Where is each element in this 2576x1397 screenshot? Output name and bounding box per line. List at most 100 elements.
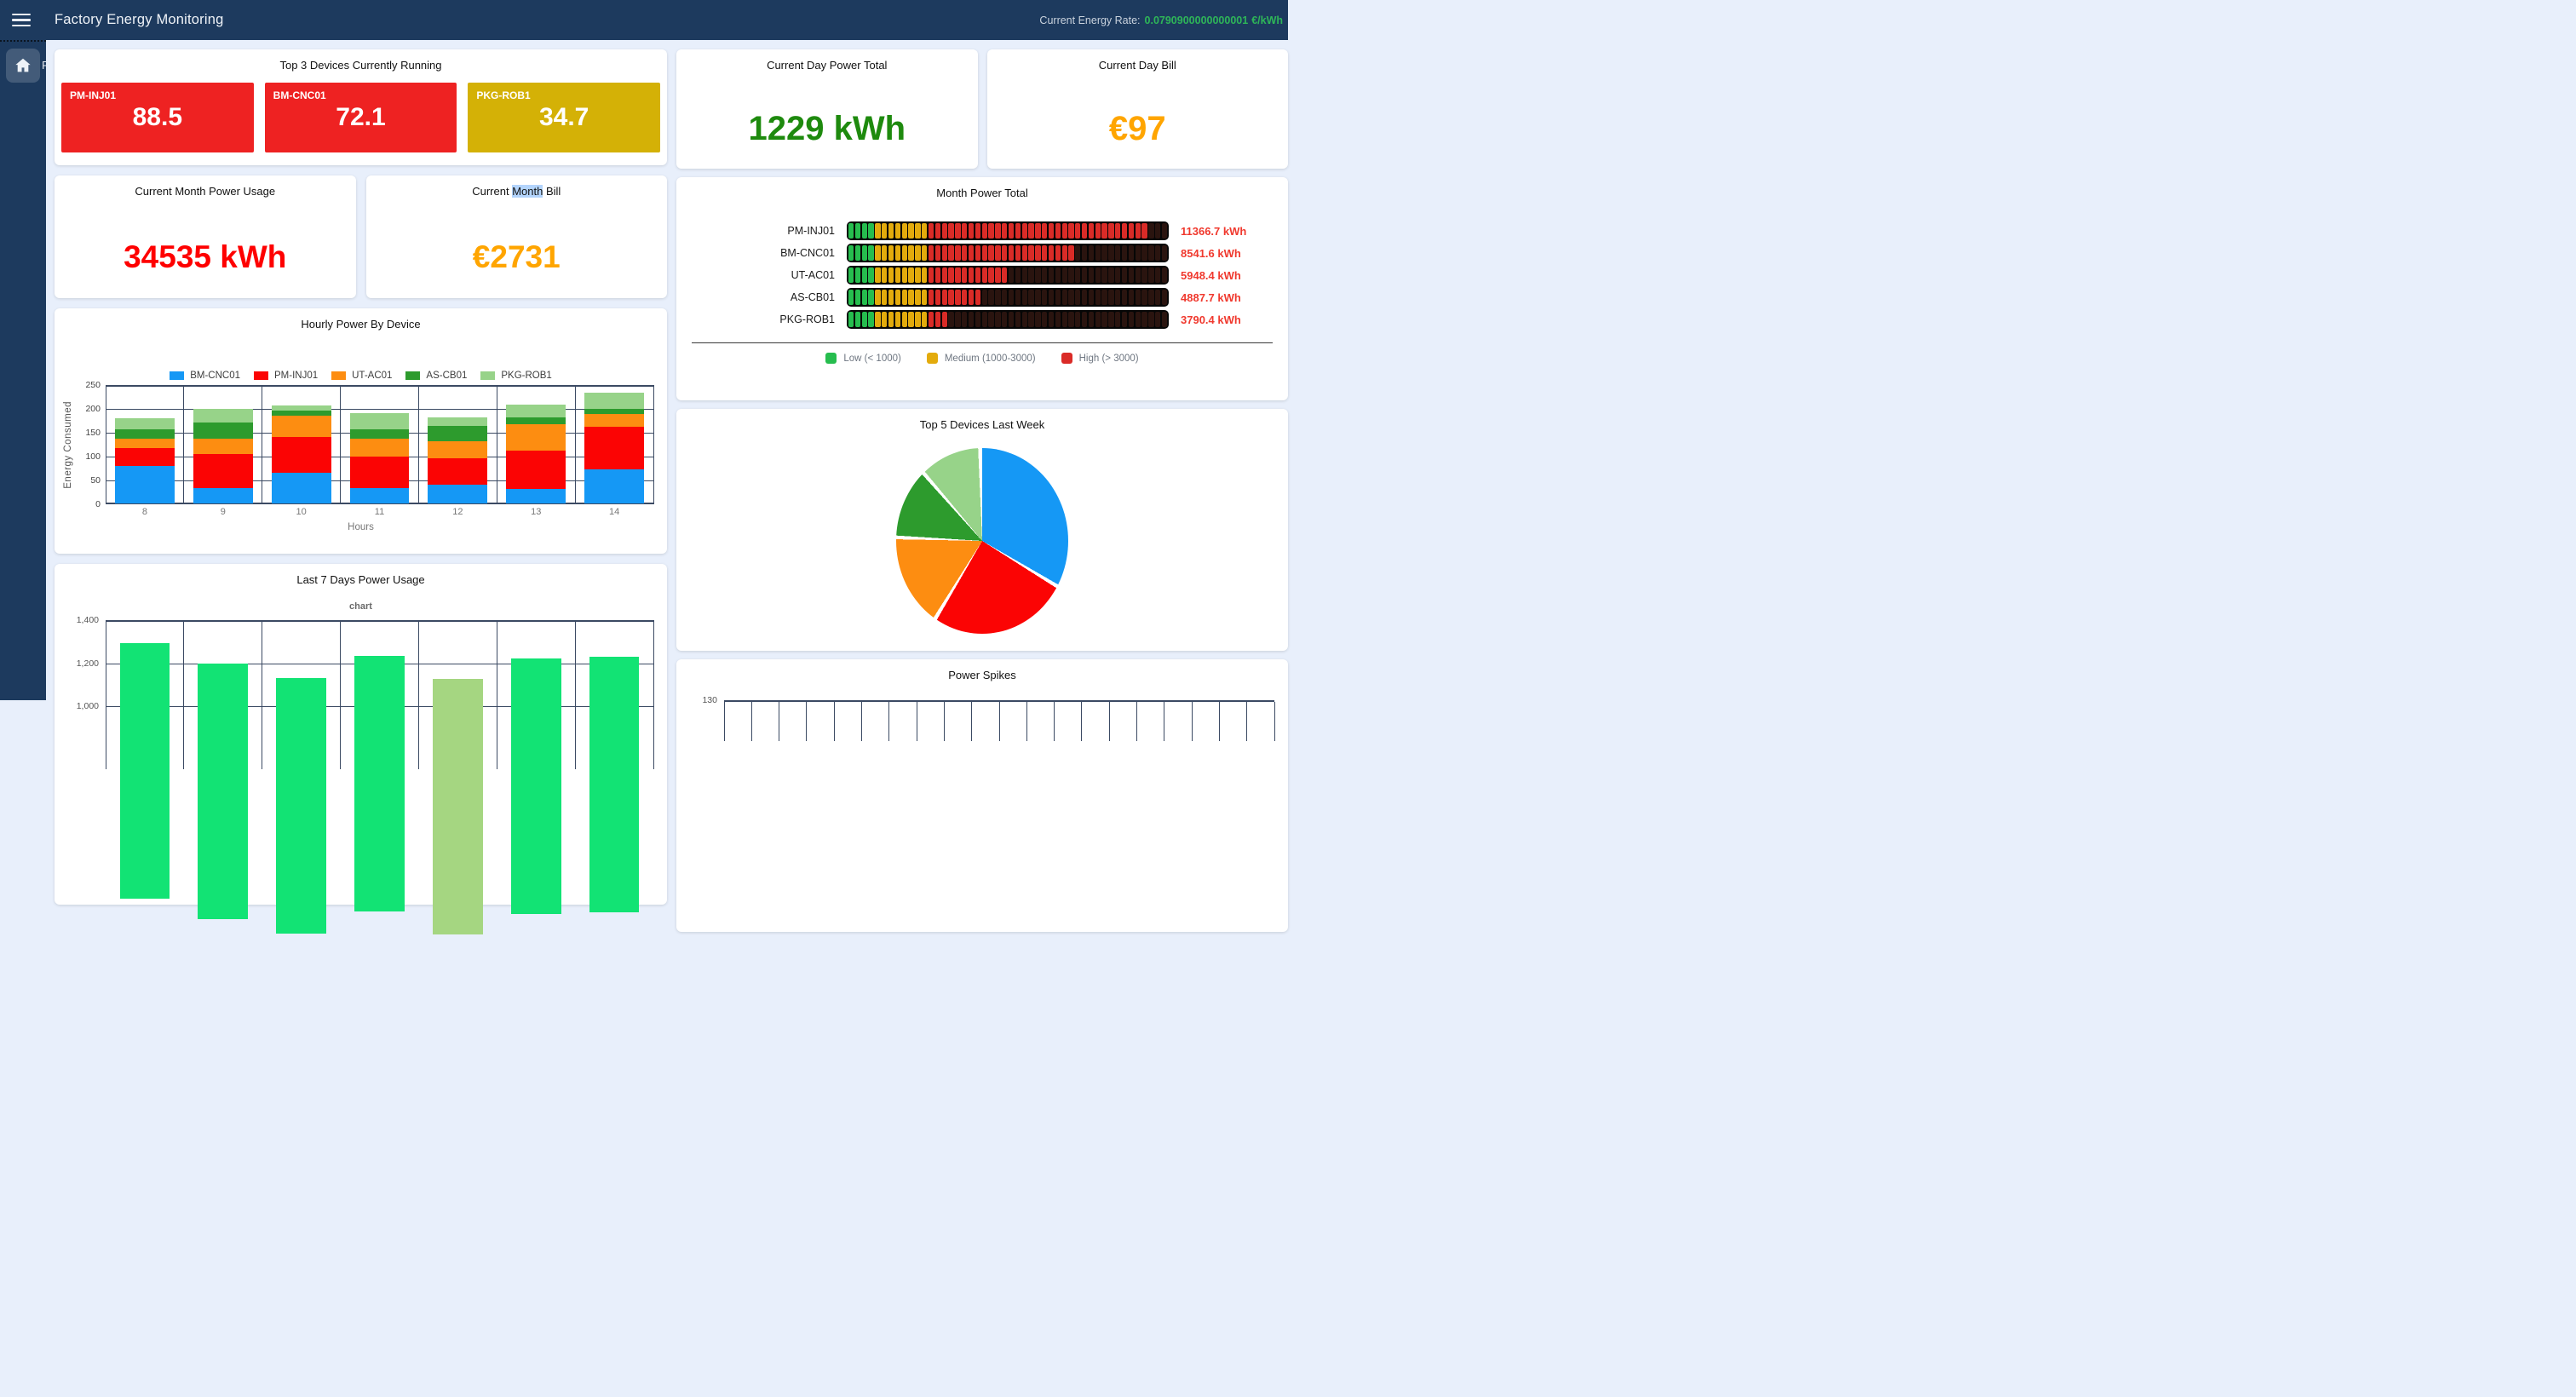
day-total-value: 1229 kWh xyxy=(748,112,906,146)
gauge-device-label: AS-CB01 xyxy=(688,291,835,303)
gauge-segment xyxy=(955,290,960,305)
gauge-segment xyxy=(1009,312,1014,327)
legend-label: Low (< 1000) xyxy=(843,354,900,364)
gauge-row: AS-CB014887.7 kWh xyxy=(688,288,1276,307)
gauge-segment xyxy=(982,267,987,283)
gauge-segment xyxy=(862,245,867,261)
gauge-segment xyxy=(1042,312,1047,327)
gauge-segment xyxy=(929,312,934,327)
bar-segment xyxy=(350,439,410,457)
gauge-segment xyxy=(868,223,873,239)
gauge-row: UT-AC015948.4 kWh xyxy=(688,266,1276,285)
bar-segment xyxy=(272,416,331,437)
gauge-segment xyxy=(1002,267,1007,283)
card-title: Last 7 Days Power Usage xyxy=(55,564,667,586)
gauge-segment xyxy=(1129,290,1134,305)
gridline-v xyxy=(1246,702,1247,741)
gauge-segment xyxy=(1122,312,1127,327)
gauge-segment xyxy=(908,267,913,283)
bar-slot xyxy=(184,385,262,504)
stacked-bar xyxy=(115,418,175,503)
gauge-segment xyxy=(1028,312,1033,327)
gauge-segment xyxy=(875,223,880,239)
gauge-segment xyxy=(848,267,854,283)
gauge-segment xyxy=(868,245,873,261)
gauge-segment xyxy=(868,267,873,283)
gauge-segment xyxy=(888,290,894,305)
gauge-segment xyxy=(1055,245,1061,261)
gauge-segment xyxy=(862,267,867,283)
legend-item: Low (< 1000) xyxy=(825,353,900,364)
gauge-segment xyxy=(875,312,880,327)
legend-item: Medium (1000-3000) xyxy=(927,353,1036,364)
gauge-segment xyxy=(1141,223,1147,239)
gridline-v xyxy=(751,702,752,741)
bar-segment xyxy=(350,413,410,429)
gauge-segment xyxy=(948,312,953,327)
gauge-segment xyxy=(1015,290,1021,305)
y-tick: 100 xyxy=(85,451,101,462)
y-tick: 1,000 xyxy=(77,701,99,711)
top-navbar: Factory Energy Monitoring Current Energy… xyxy=(0,0,1288,40)
gauge-segment xyxy=(1082,267,1087,283)
gauge-device-label: PM-INJ01 xyxy=(688,225,835,237)
legend-item: BM-CNC01 xyxy=(170,371,240,381)
bar xyxy=(433,679,483,934)
gauge-segment xyxy=(1155,223,1160,239)
device-tile-value: 88.5 xyxy=(61,103,254,132)
gauge-segment xyxy=(908,245,913,261)
gauge-segment xyxy=(862,312,867,327)
gauge-segment xyxy=(902,223,907,239)
gridline-v xyxy=(806,702,807,741)
gauge-segment xyxy=(1108,290,1113,305)
gauge-segment xyxy=(1089,223,1094,239)
gauge-segment xyxy=(1095,312,1101,327)
bar-segment xyxy=(115,439,175,448)
gauge-value: 11366.7 kWh xyxy=(1181,225,1276,238)
gauge-segment xyxy=(1148,267,1153,283)
bar-segment xyxy=(115,418,175,429)
gauge-segment xyxy=(1022,312,1027,327)
gauge-segment xyxy=(1068,223,1073,239)
gauge-segment xyxy=(855,245,860,261)
gauge-segment xyxy=(1101,245,1107,261)
gauge-segment xyxy=(1141,312,1147,327)
card-month-usage: Current Month Power Usage 34535 kWh xyxy=(55,175,356,298)
gauge-segment xyxy=(1042,245,1047,261)
gauge-segment xyxy=(1055,223,1061,239)
bar-segment xyxy=(428,485,487,503)
gauge-segment xyxy=(1055,267,1061,283)
x-axis-title: Hours xyxy=(55,522,667,532)
gauge-segment xyxy=(935,290,940,305)
gauge-segment xyxy=(1002,223,1007,239)
legend-item: UT-AC01 xyxy=(331,371,392,381)
bar-segment xyxy=(350,457,410,487)
gauge-segment xyxy=(1136,223,1141,239)
gauge-segment xyxy=(935,267,940,283)
gauge-segment xyxy=(1075,245,1080,261)
last7-bar-chart xyxy=(106,620,653,769)
gauge-segment xyxy=(1136,267,1141,283)
y-tick: 250 xyxy=(85,380,101,390)
bar-segment xyxy=(193,454,253,488)
home-nav-button[interactable] xyxy=(6,49,40,83)
gauge-segment xyxy=(902,267,907,283)
gauge-segment xyxy=(1089,312,1094,327)
bar-slot xyxy=(262,620,341,769)
gauge-segment xyxy=(1062,245,1067,261)
legend-swatch xyxy=(480,371,495,380)
gauge-segment xyxy=(1022,245,1027,261)
gauge-bar xyxy=(847,221,1169,240)
gauge-segment xyxy=(1002,290,1007,305)
gauge-segment xyxy=(962,290,967,305)
gauge-segment xyxy=(948,267,953,283)
gauge-segment xyxy=(1022,223,1027,239)
gauge-segment xyxy=(942,312,947,327)
bar-segment xyxy=(506,489,566,503)
gauge-segment xyxy=(862,223,867,239)
y-tick: 130 xyxy=(702,695,717,705)
gauge-segment xyxy=(1009,245,1014,261)
bar-segment xyxy=(584,469,644,503)
menu-icon[interactable] xyxy=(12,14,31,27)
gridline-v xyxy=(1219,702,1220,741)
